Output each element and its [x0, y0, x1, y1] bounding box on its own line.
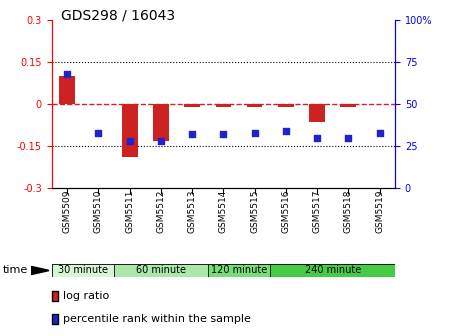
Text: 30 minute: 30 minute: [58, 265, 108, 276]
FancyBboxPatch shape: [114, 264, 208, 277]
Bar: [216, 104, 231, 107]
Text: percentile rank within the sample: percentile rank within the sample: [63, 314, 251, 324]
Bar: [309, 104, 325, 122]
Text: GSM5512: GSM5512: [156, 190, 165, 233]
Text: log ratio: log ratio: [63, 291, 109, 301]
Bar: [122, 104, 137, 157]
Bar: [278, 104, 294, 107]
Text: GSM5509: GSM5509: [63, 190, 72, 233]
Text: 240 minute: 240 minute: [304, 265, 361, 276]
Text: GSM5511: GSM5511: [125, 190, 134, 233]
Bar: [185, 104, 200, 107]
Text: GSM5514: GSM5514: [219, 190, 228, 233]
Bar: [153, 104, 169, 140]
Text: GSM5510: GSM5510: [94, 190, 103, 233]
Point: [376, 130, 383, 135]
Point: [345, 135, 352, 140]
Text: time: time: [2, 265, 27, 276]
Polygon shape: [31, 266, 49, 275]
Text: GSM5518: GSM5518: [344, 190, 353, 233]
Text: GSM5513: GSM5513: [188, 190, 197, 233]
Point: [126, 138, 133, 144]
Text: GDS298 / 16043: GDS298 / 16043: [61, 8, 175, 23]
Text: GSM5515: GSM5515: [250, 190, 259, 233]
Bar: [340, 104, 356, 107]
Bar: [247, 104, 262, 107]
FancyBboxPatch shape: [208, 264, 270, 277]
Point: [157, 138, 164, 144]
Bar: [59, 76, 75, 104]
Point: [282, 128, 290, 134]
Text: GSM5516: GSM5516: [282, 190, 291, 233]
Point: [251, 130, 258, 135]
Point: [313, 135, 321, 140]
Text: 120 minute: 120 minute: [211, 265, 267, 276]
FancyBboxPatch shape: [270, 264, 395, 277]
Point: [95, 130, 102, 135]
FancyBboxPatch shape: [52, 264, 114, 277]
Text: 60 minute: 60 minute: [136, 265, 186, 276]
Text: GSM5519: GSM5519: [375, 190, 384, 233]
Text: GSM5517: GSM5517: [313, 190, 321, 233]
Point: [64, 71, 71, 77]
Point: [189, 132, 196, 137]
Point: [220, 132, 227, 137]
